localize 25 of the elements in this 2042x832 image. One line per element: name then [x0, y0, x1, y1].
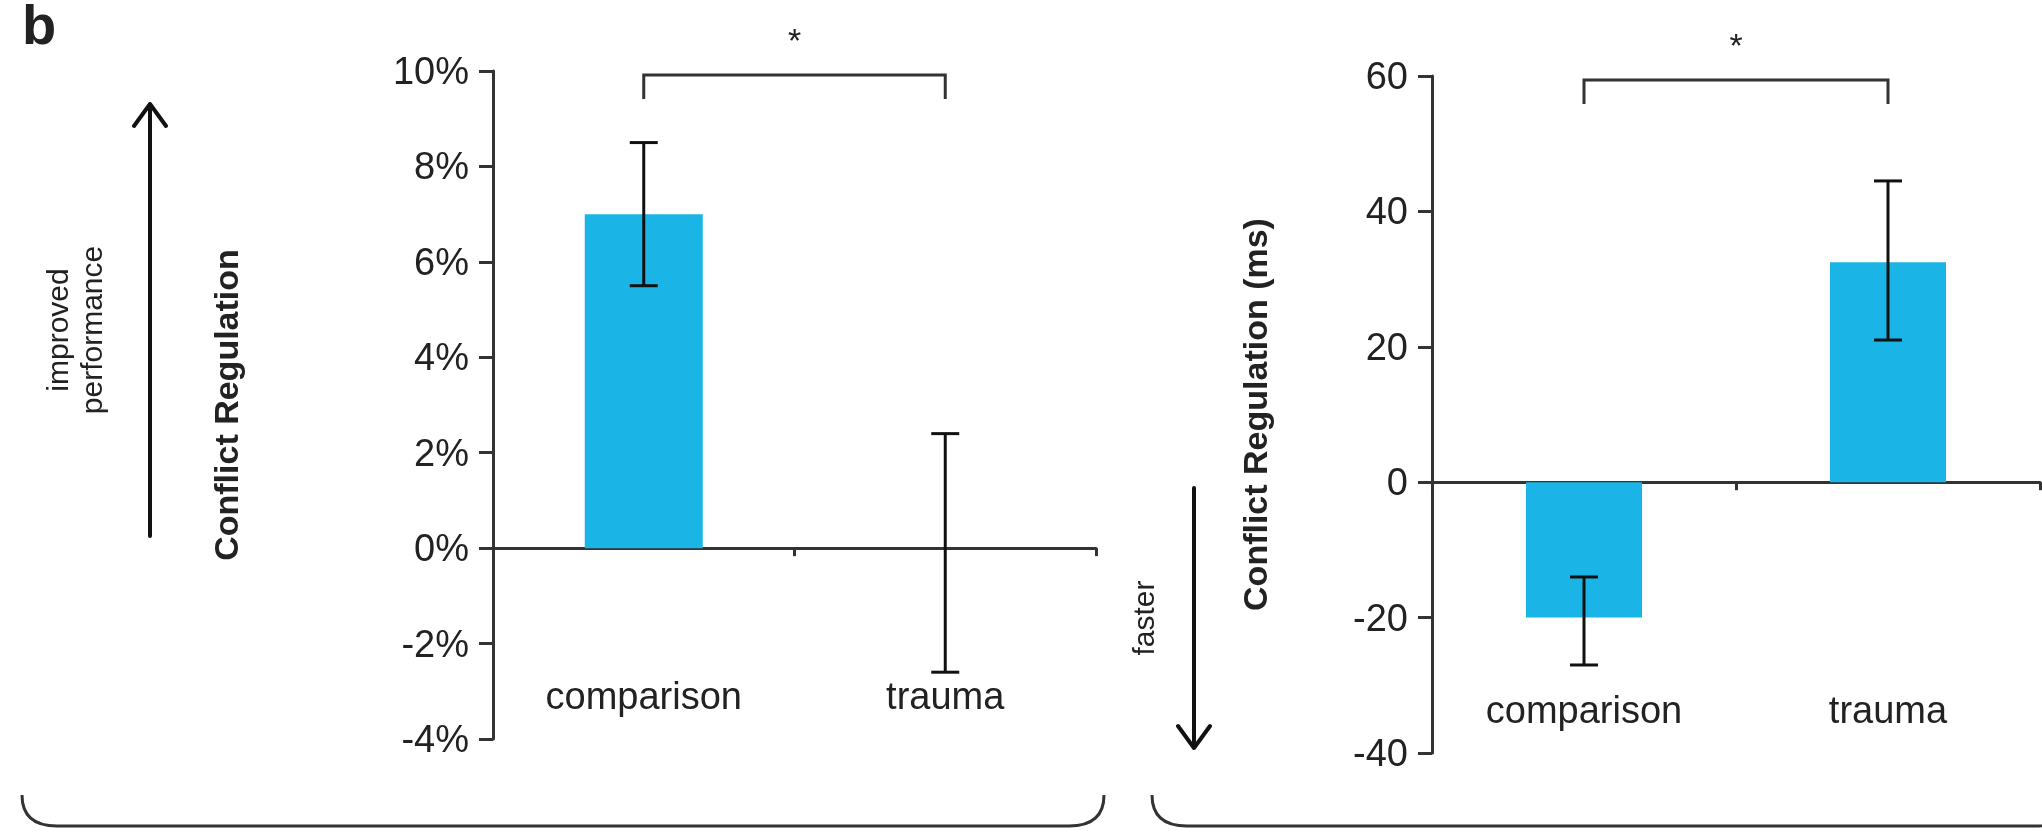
y-tick-label: 4% — [414, 336, 469, 379]
y-tick-label: -20 — [1353, 596, 1408, 639]
text: faster — [1126, 580, 1160, 656]
y-axis-title: Conflict Regulation — [207, 249, 245, 561]
y-tick-label: 0 — [1386, 461, 1408, 504]
y-tick-label: 2% — [414, 431, 469, 474]
x-tick-label: trauma — [886, 675, 1006, 717]
text: improved performance — [41, 244, 109, 417]
y-tick-label: -40 — [1353, 732, 1408, 774]
y-tick-label: 40 — [1365, 190, 1408, 233]
x-tick-label: trauma — [1828, 689, 1948, 731]
x-tick-label: comparison — [545, 675, 742, 717]
y-tick-label: 60 — [1365, 55, 1408, 97]
y-tick-label: 10% — [392, 50, 469, 92]
y-tick-label: -2% — [401, 622, 469, 665]
y-tick-label: 20 — [1365, 325, 1408, 368]
y-tick-label: 6% — [414, 240, 469, 283]
y-tick-label: 0% — [414, 527, 469, 570]
x-tick-label: comparison — [1485, 689, 1683, 731]
y-tick-label: 8% — [414, 145, 469, 188]
text: * — [788, 21, 802, 60]
y-axis-title: Conflict Regulation (ms) — [1236, 218, 1274, 611]
text: b — [22, 0, 57, 57]
y-tick-label: -4% — [401, 718, 469, 760]
text: * — [1729, 26, 1743, 65]
